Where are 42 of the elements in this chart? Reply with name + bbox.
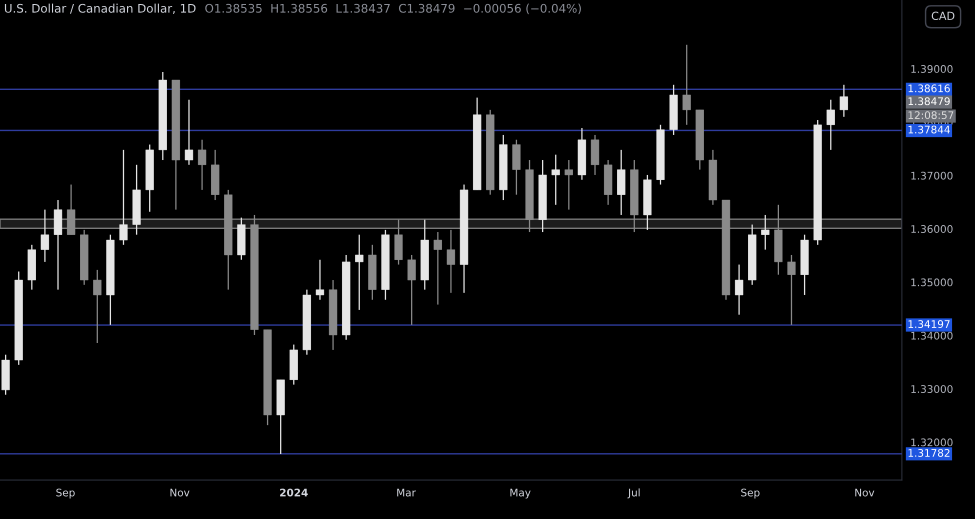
chart-title: U.S. Dollar / Canadian Dollar, 1D bbox=[4, 4, 196, 14]
candlestick bbox=[408, 254, 416, 326]
x-tick-label: 2024 bbox=[280, 488, 308, 496]
text: CAD bbox=[932, 12, 954, 20]
y-tick-label: 1.36000 bbox=[911, 225, 953, 233]
x-tick-label: Nov bbox=[855, 488, 874, 496]
x-tick-label: May bbox=[510, 488, 531, 498]
candlestick bbox=[316, 259, 324, 300]
x-tick-label: Mar bbox=[397, 488, 416, 496]
candlestick bbox=[682, 44, 691, 126]
x-tick-label: Nov bbox=[170, 488, 190, 496]
x-tick-label: Jul bbox=[627, 488, 640, 498]
candlestick bbox=[40, 209, 50, 263]
candlestick bbox=[119, 149, 128, 246]
y-tick-label: 1.35000 bbox=[911, 278, 953, 286]
candlestick bbox=[734, 264, 744, 316]
ref-line-label: 1.38616 bbox=[908, 84, 950, 92]
candlestick bbox=[552, 154, 560, 206]
y-tick-label: 1.39000 bbox=[911, 65, 953, 73]
candlestick bbox=[434, 231, 442, 306]
chart-subtitle: O1.38535 H1.38556 L1.38437 C1.38479 −0.00056 (−0.04%) bbox=[205, 4, 581, 14]
candlestick bbox=[355, 234, 364, 311]
candlestick bbox=[761, 214, 770, 250]
ref-line-label: 1.37844 bbox=[908, 126, 950, 134]
candlestick bbox=[446, 229, 456, 294]
candlestick bbox=[93, 269, 102, 344]
candlestick bbox=[840, 84, 848, 118]
y-tick-label: 1.37000 bbox=[911, 172, 953, 180]
x-tick-label: Sep bbox=[56, 488, 75, 498]
candlestick bbox=[564, 159, 573, 210]
candlestick bbox=[198, 139, 206, 191]
ref-line-label: 1.34197 bbox=[908, 320, 950, 328]
candlestick bbox=[184, 99, 194, 166]
text: 12:08:57 bbox=[908, 111, 954, 120]
candlestick bbox=[826, 99, 835, 151]
y-tick-label: 1.33000 bbox=[911, 385, 953, 393]
y-tick-label: 1.32000 bbox=[911, 438, 953, 446]
candlestick bbox=[787, 254, 796, 326]
ref-line-label: 1.31782 bbox=[908, 448, 950, 457]
y-tick-label: 1.34000 bbox=[911, 332, 953, 340]
x-tick-label: Sep bbox=[741, 488, 760, 498]
text: 1.38479 bbox=[908, 97, 950, 106]
